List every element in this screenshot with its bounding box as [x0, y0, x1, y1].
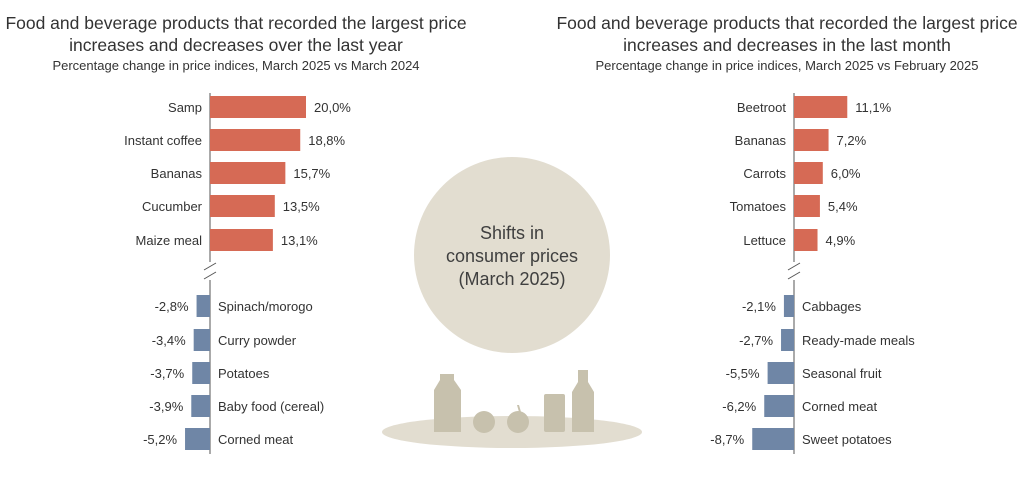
right-decrease-category-label: Cabbages — [802, 299, 862, 314]
left-decrease-bar — [192, 362, 210, 384]
left-increase-value-label: 20,0% — [314, 100, 351, 115]
right-increase-value-label: 11,1% — [855, 100, 891, 115]
right-decrease-category-label: Sweet potatoes — [802, 432, 892, 447]
center-illustration — [382, 157, 642, 448]
can-icon — [544, 394, 565, 432]
left-increase-bar — [210, 229, 273, 251]
left-decrease-category-label: Baby food (cereal) — [218, 399, 324, 414]
right-decrease-category-label: Corned meat — [802, 399, 878, 414]
right-decrease-bar — [767, 362, 794, 384]
left-chart-subtitle: Percentage change in price indices, Marc… — [52, 58, 420, 73]
left-increase-category-label: Cucumber — [142, 199, 203, 214]
left-decrease-value-label: -5,2% — [143, 432, 177, 447]
right-increase-value-label: 6,0% — [831, 166, 861, 181]
right-increase-bar — [794, 96, 848, 118]
left-decrease-value-label: -2,8% — [155, 299, 189, 314]
left-increase-value-label: 18,8% — [308, 133, 345, 148]
center-label-line-3: (March 2025) — [458, 269, 566, 289]
left-decrease-value-label: -3,7% — [150, 366, 184, 381]
right-increase-bar — [794, 195, 820, 217]
right-decrease-value-label: -2,7% — [739, 333, 773, 348]
left-decrease-category-label: Curry powder — [218, 333, 297, 348]
right-decrease-value-label: -2,1% — [742, 299, 776, 314]
left-increase-category-label: Bananas — [151, 166, 203, 181]
left-decrease-category-label: Spinach/morogo — [218, 299, 313, 314]
left-increase-value-label: 13,5% — [283, 199, 320, 214]
right-chart-title: Food and beverage products that recorded… — [556, 13, 1018, 55]
left-increase-category-label: Samp — [168, 100, 202, 115]
bottle-icon — [572, 370, 594, 432]
right-increase-value-label: 5,4% — [828, 199, 858, 214]
right-increase-category-label: Beetroot — [737, 100, 787, 115]
right-decrease-bar — [764, 395, 794, 417]
right-increase-category-label: Lettuce — [743, 233, 786, 248]
left-increase-category-label: Maize meal — [136, 233, 203, 248]
center-label-line-1: Shifts in — [479, 223, 545, 243]
left-decrease-bar — [193, 329, 210, 351]
left-increase-category-label: Instant coffee — [124, 133, 202, 148]
left-decrease-value-label: -3,4% — [152, 333, 186, 348]
apple-icon — [507, 411, 529, 433]
grocery-icons — [434, 370, 594, 433]
left-decrease-category-label: Corned meat — [218, 432, 294, 447]
center-label: Shifts in consumer prices (March 2025) — [412, 222, 612, 291]
right-decrease-value-label: -8,7% — [710, 432, 744, 447]
left-chart-title: Food and beverage products that recorded… — [5, 13, 467, 55]
right-increase-bar — [794, 229, 818, 251]
right-increase-value-label: 4,9% — [826, 233, 856, 248]
right-decrease-value-label: -6,2% — [722, 399, 756, 414]
right-axis-break-mark — [787, 271, 801, 280]
right-increase-bar — [794, 129, 829, 151]
left-axis-break-mark — [203, 262, 217, 271]
left-decrease-bar — [196, 295, 210, 317]
left-decrease-category-label: Potatoes — [218, 366, 270, 381]
right-decrease-bar — [781, 329, 794, 351]
center-label-line-2: consumer prices — [445, 246, 579, 266]
right-chart-subtitle: Percentage change in price indices, Marc… — [595, 58, 979, 73]
right-decrease-category-label: Ready-made meals — [802, 333, 915, 348]
center-circle — [414, 157, 610, 353]
left-increase-bar — [210, 162, 286, 184]
right-decrease-bar — [752, 428, 794, 450]
right-axis-break-mark — [787, 262, 801, 271]
right-decrease-value-label: -5,5% — [726, 366, 760, 381]
right-increase-value-label: 7,2% — [837, 133, 867, 148]
right-increase-category-label: Tomatoes — [730, 199, 787, 214]
left-increase-bar — [210, 96, 306, 118]
right-decrease-category-label: Seasonal fruit — [802, 366, 882, 381]
apple-stem-icon — [517, 405, 521, 412]
right-increase-bar — [794, 162, 823, 184]
left-increase-value-label: 13,1% — [281, 233, 318, 248]
left-increase-bar — [210, 195, 275, 217]
left-decrease-bar — [185, 428, 210, 450]
right-chart: Beetroot 11,1% Bananas 7,2% Carrots 6,0% Tomat… — [710, 93, 915, 454]
left-chart: Samp 20,0% Instant coffee 18,8% Bananas 15,7%… — [124, 93, 351, 454]
left-increase-bar — [210, 129, 301, 151]
left-decrease-bar — [191, 395, 210, 417]
right-increase-category-label: Bananas — [735, 133, 787, 148]
left-decrease-value-label: -3,9% — [149, 399, 183, 414]
tomato-icon — [473, 411, 495, 433]
left-increase-value-label: 15,7% — [293, 166, 330, 181]
right-decrease-bar — [783, 295, 794, 317]
right-increase-category-label: Carrots — [743, 166, 786, 181]
left-axis-break-mark — [203, 271, 217, 280]
milk-jug-icon — [434, 374, 461, 432]
